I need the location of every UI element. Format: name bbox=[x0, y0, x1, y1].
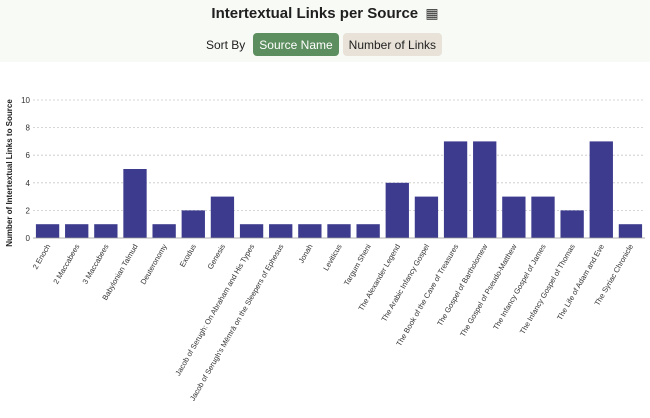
x-tick-label: The Infancy Gospel of James bbox=[491, 242, 548, 331]
bar[interactable] bbox=[560, 210, 584, 238]
x-tick-label: Exodus bbox=[178, 242, 198, 268]
bar[interactable] bbox=[473, 141, 497, 238]
y-tick-label: 10 bbox=[21, 96, 30, 105]
sort-label: Sort By bbox=[205, 37, 246, 52]
bar[interactable] bbox=[414, 196, 439, 238]
sort-by-source-name-button[interactable]: Source Name bbox=[253, 33, 339, 56]
bar[interactable] bbox=[152, 224, 176, 238]
x-tick-label: Leviticus bbox=[321, 242, 344, 272]
y-axis-label: Number of Intertextual Links to Source bbox=[5, 99, 14, 247]
bar[interactable] bbox=[35, 224, 60, 238]
bar[interactable] bbox=[210, 196, 235, 238]
page-title: Intertextual Links per Source ▦ bbox=[0, 5, 650, 22]
bar[interactable] bbox=[239, 224, 264, 238]
bar[interactable] bbox=[385, 182, 409, 238]
x-tick-label: Deuteronomy bbox=[139, 242, 169, 286]
title-text: Intertextual Links per Source bbox=[211, 5, 419, 22]
grid-icon: ▦ bbox=[425, 5, 439, 21]
bar[interactable] bbox=[94, 224, 118, 238]
y-tick-label: 2 bbox=[26, 206, 31, 215]
bar[interactable] bbox=[531, 196, 555, 238]
bar[interactable] bbox=[181, 210, 205, 238]
x-tick-label: The Infancy Gospel of Thomas bbox=[518, 242, 577, 335]
x-tick-label: The Gospel of Pseudo-Matthew bbox=[458, 242, 519, 338]
x-tick-label: 2 Enoch bbox=[31, 243, 53, 271]
x-tick-label: 2 Maccabees bbox=[51, 242, 81, 285]
x-tick-label: Jonah bbox=[297, 243, 315, 265]
header: Intertextual Links per Source ▦ Sort By … bbox=[0, 0, 650, 62]
y-tick-label: 8 bbox=[26, 124, 31, 133]
x-tick-label: 3 Maccabees bbox=[80, 242, 110, 285]
x-tick-label: Genesis bbox=[206, 242, 228, 271]
bar[interactable] bbox=[618, 224, 643, 238]
sort-by-number-of-links-button[interactable]: Number of Links bbox=[342, 33, 443, 56]
bar[interactable] bbox=[443, 141, 468, 238]
bar[interactable] bbox=[123, 169, 147, 238]
bar[interactable] bbox=[269, 224, 293, 238]
bar[interactable] bbox=[356, 224, 380, 238]
bar[interactable] bbox=[502, 196, 526, 238]
bar[interactable] bbox=[298, 224, 322, 238]
bar[interactable] bbox=[589, 141, 613, 238]
bars bbox=[35, 141, 643, 238]
bar[interactable] bbox=[327, 224, 351, 238]
y-tick-label: 0 bbox=[26, 234, 31, 243]
x-tick-label: The Gospel of Bartholomew bbox=[435, 242, 490, 328]
y-tick-label: 4 bbox=[26, 179, 31, 188]
bar[interactable] bbox=[65, 224, 89, 238]
x-tick-label: Targum Sheni bbox=[342, 242, 373, 287]
y-tick-label: 6 bbox=[26, 151, 31, 160]
sort-controls: Sort By Source Name Number of Links bbox=[0, 33, 650, 56]
